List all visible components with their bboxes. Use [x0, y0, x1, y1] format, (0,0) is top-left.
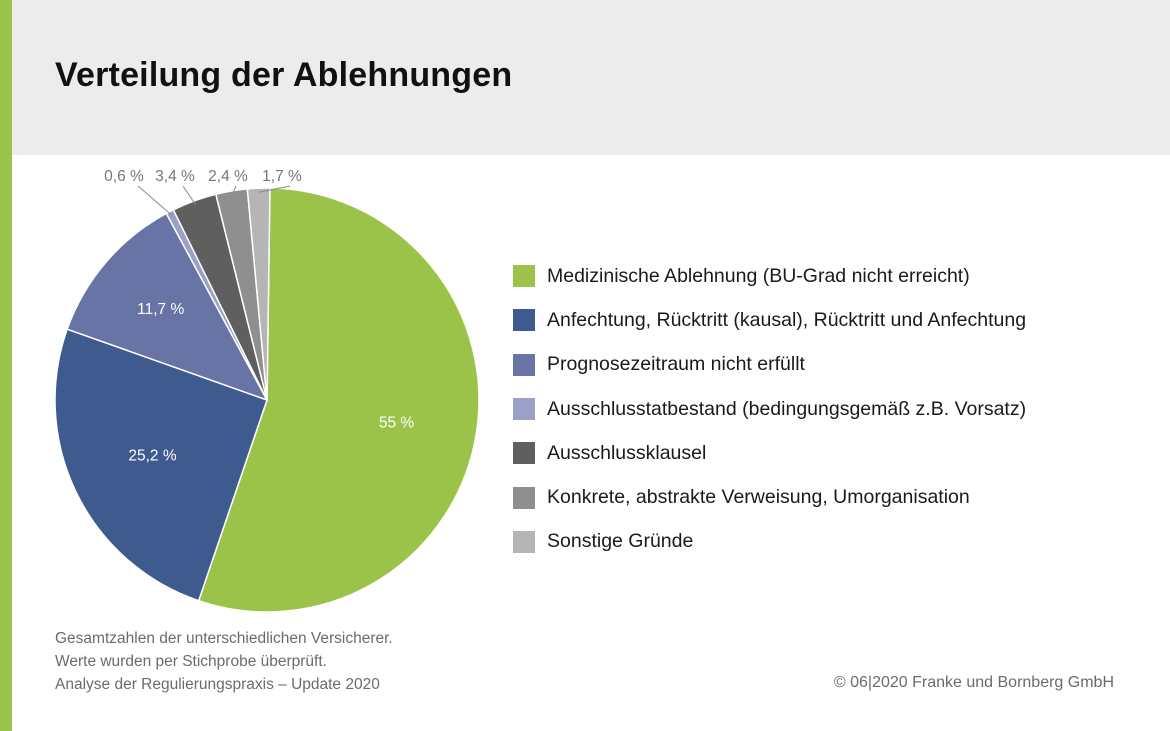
legend-item: Medizinische Ablehnung (BU-Grad nicht er…: [513, 254, 1026, 298]
legend-item: Ausschlusstatbestand (bedingungsgemäß z.…: [513, 387, 1026, 431]
legend-item: Sonstige Gründe: [513, 520, 1026, 564]
legend-label: Ausschlussklausel: [547, 441, 707, 464]
pie-slice: [246, 187, 271, 401]
legend-swatch: [513, 265, 535, 288]
leader-line: [258, 185, 291, 193]
footnote-line: Gesamtzahlen der unterschiedlichen Versi…: [55, 630, 393, 647]
slice-label: 0,6 %: [104, 168, 144, 185]
legend-swatch: [513, 486, 535, 509]
pie-slice: [54, 328, 268, 602]
pie-chart: 55 % 25,2 % 11,7 % 0,6 % 3,4 % 2,4 % 1,7 %: [54, 168, 480, 613]
legend-label: Medizinische Ablehnung (BU-Grad nicht er…: [547, 264, 970, 287]
footnote-line: Werte wurden per Stichprobe überprüft.: [55, 653, 327, 670]
footnote-line: Analyse der Regulierungspraxis – Update …: [55, 676, 380, 693]
leader-line: [182, 185, 197, 205]
legend-label: Konkrete, abstrakte Verweisung, Umorgani…: [547, 486, 970, 509]
legend-swatch: [513, 530, 535, 553]
leader-line: [231, 185, 237, 196]
slice-label: 1,7 %: [262, 168, 302, 185]
legend-item: Prognosezeitraum nicht erfüllt: [513, 343, 1026, 387]
legend-label: Ausschlusstatbestand (bedingungsgemäß z.…: [547, 397, 1027, 420]
copyright: © 06|2020 Franke und Bornberg GmbH: [833, 674, 1114, 691]
legend-item: Konkrete, abstrakte Verweisung, Umorgani…: [513, 475, 1026, 519]
legend-label: Prognosezeitraum nicht erfüllt: [547, 353, 805, 376]
pie-slice: [66, 212, 269, 402]
legend-item: Ausschlussklausel: [513, 431, 1026, 475]
legend-label: Sonstige Gründe: [547, 530, 694, 553]
slice-label: 11,7 %: [137, 301, 184, 318]
slice-label: 3,4 %: [155, 168, 195, 185]
legend-label: Anfechtung, Rücktritt (kausal), Rücktrit…: [547, 308, 1027, 331]
accent-bar: [0, 0, 12, 731]
slice-label: 2,4 %: [208, 168, 248, 185]
legend-swatch: [513, 309, 535, 332]
page-title: Verteilung der Ablehnungen: [55, 56, 513, 94]
chart-legend: Medizinische Ablehnung (BU-Grad nicht er…: [513, 254, 1026, 564]
header: [12, 0, 1170, 155]
legend-swatch: [513, 353, 535, 376]
slice-label: 55 %: [379, 414, 415, 431]
footnote: Gesamtzahlen der unterschiedlichen Versi…: [55, 627, 393, 696]
slice-label: 25,2 %: [128, 447, 176, 464]
legend-item: Anfechtung, Rücktritt (kausal), Rücktrit…: [513, 298, 1026, 342]
legend-swatch: [513, 442, 535, 465]
legend-swatch: [513, 398, 535, 421]
leader-line: [137, 185, 173, 216]
